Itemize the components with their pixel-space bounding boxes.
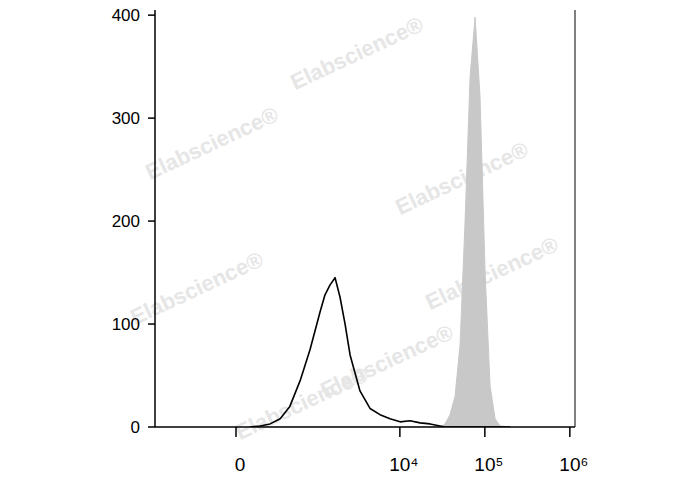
chart: Elabscience®Elabscience®Elabscience®Elab… bbox=[0, 0, 688, 490]
watermark: Elabscience® bbox=[142, 102, 283, 185]
watermark: Elabscience® bbox=[127, 247, 268, 330]
x-tick-label: 10⁶ bbox=[559, 454, 588, 475]
y-tick-label: 200 bbox=[112, 212, 140, 231]
x-tick bbox=[484, 427, 486, 437]
plot-area bbox=[250, 17, 510, 427]
area-fill bbox=[250, 17, 510, 427]
y-tick-label: 300 bbox=[112, 109, 140, 128]
y-tick bbox=[148, 426, 155, 428]
watermark: Elabscience® bbox=[392, 137, 533, 220]
y-tick bbox=[148, 323, 155, 325]
area-outline bbox=[250, 17, 510, 427]
x-axis bbox=[155, 426, 575, 428]
watermark: Elabscience® bbox=[317, 320, 458, 403]
y-tick-label: 400 bbox=[112, 6, 140, 25]
y-tick-label: 100 bbox=[112, 315, 140, 334]
y-axis bbox=[154, 10, 156, 427]
y-tick bbox=[148, 14, 155, 16]
x-tick-label: 0 bbox=[235, 454, 246, 475]
x-tick-label: 10⁵ bbox=[474, 454, 503, 475]
watermark: Elabscience® bbox=[422, 232, 563, 315]
x-tick bbox=[399, 427, 401, 437]
x-tick bbox=[569, 427, 571, 437]
x-tick-label: 10⁴ bbox=[389, 454, 418, 475]
y-tick bbox=[148, 117, 155, 119]
watermark: Elabscience® bbox=[287, 12, 428, 95]
frame-right bbox=[575, 10, 576, 427]
x-tick bbox=[235, 427, 237, 437]
y-tick-label: 0 bbox=[131, 418, 140, 437]
y-tick bbox=[148, 220, 155, 222]
line bbox=[250, 278, 510, 427]
